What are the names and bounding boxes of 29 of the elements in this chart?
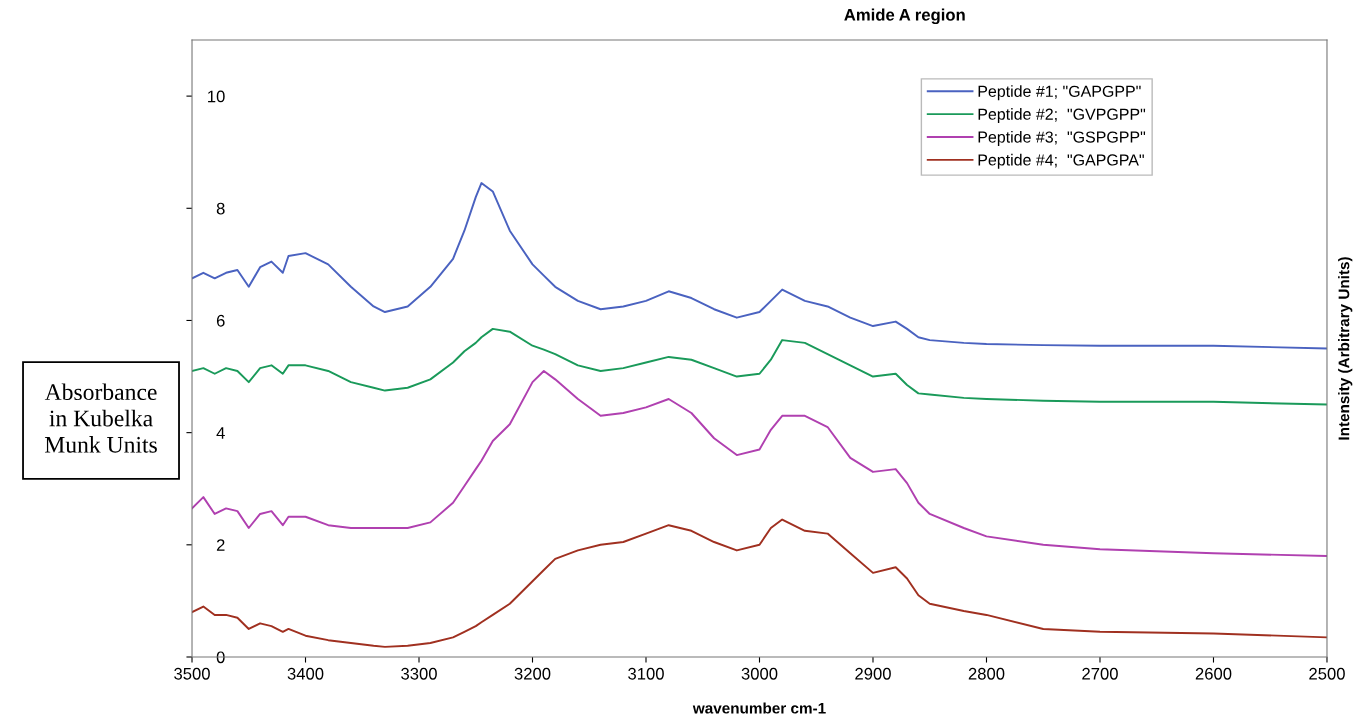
x-tick-label: 2500 [1309,667,1345,680]
y-tick-label: 4 [216,427,225,439]
line-series [192,327,1327,406]
x-axis-title: wavenumber cm-1 [692,702,826,714]
legend-label: Peptide #3; "GSPGPP" [978,130,1146,146]
y-tick-label: 0 [216,651,225,664]
y-tick-label: 10 [208,90,225,103]
x-tick-label: 3500 [174,667,210,680]
x-tick-label: 2900 [855,667,891,680]
y-axis-title: Intensity (Arbitrary Units) [1338,257,1353,440]
legend-label: Peptide #4; "GAPGPA" [978,153,1144,169]
x-tick-label: 3300 [401,667,437,680]
y-tick-label: 6 [216,314,225,327]
x-tick-label: 3100 [628,667,664,680]
x-tick-label: 2800 [968,667,1005,680]
x-tick-label: 3200 [514,667,551,680]
y-tick-label: 8 [216,202,225,215]
legend-label: Peptide #1; "GAPGPP" [978,85,1141,101]
y-tick-label: 2 [216,539,225,551]
x-tick-label: 3000 [741,667,778,680]
line-series [192,182,1327,350]
x-tick-label: 3400 [287,667,324,680]
text: Absorbance in Kubelka Munk Units [44,383,157,453]
line-series [192,518,1327,648]
x-tick-label: 2600 [1195,667,1232,680]
x-tick-label: 2700 [1082,667,1118,680]
chart-title: Amide A region [844,8,965,25]
legend-label: Peptide #2; "GVPGPP" [978,108,1146,124]
line-series [192,369,1327,558]
